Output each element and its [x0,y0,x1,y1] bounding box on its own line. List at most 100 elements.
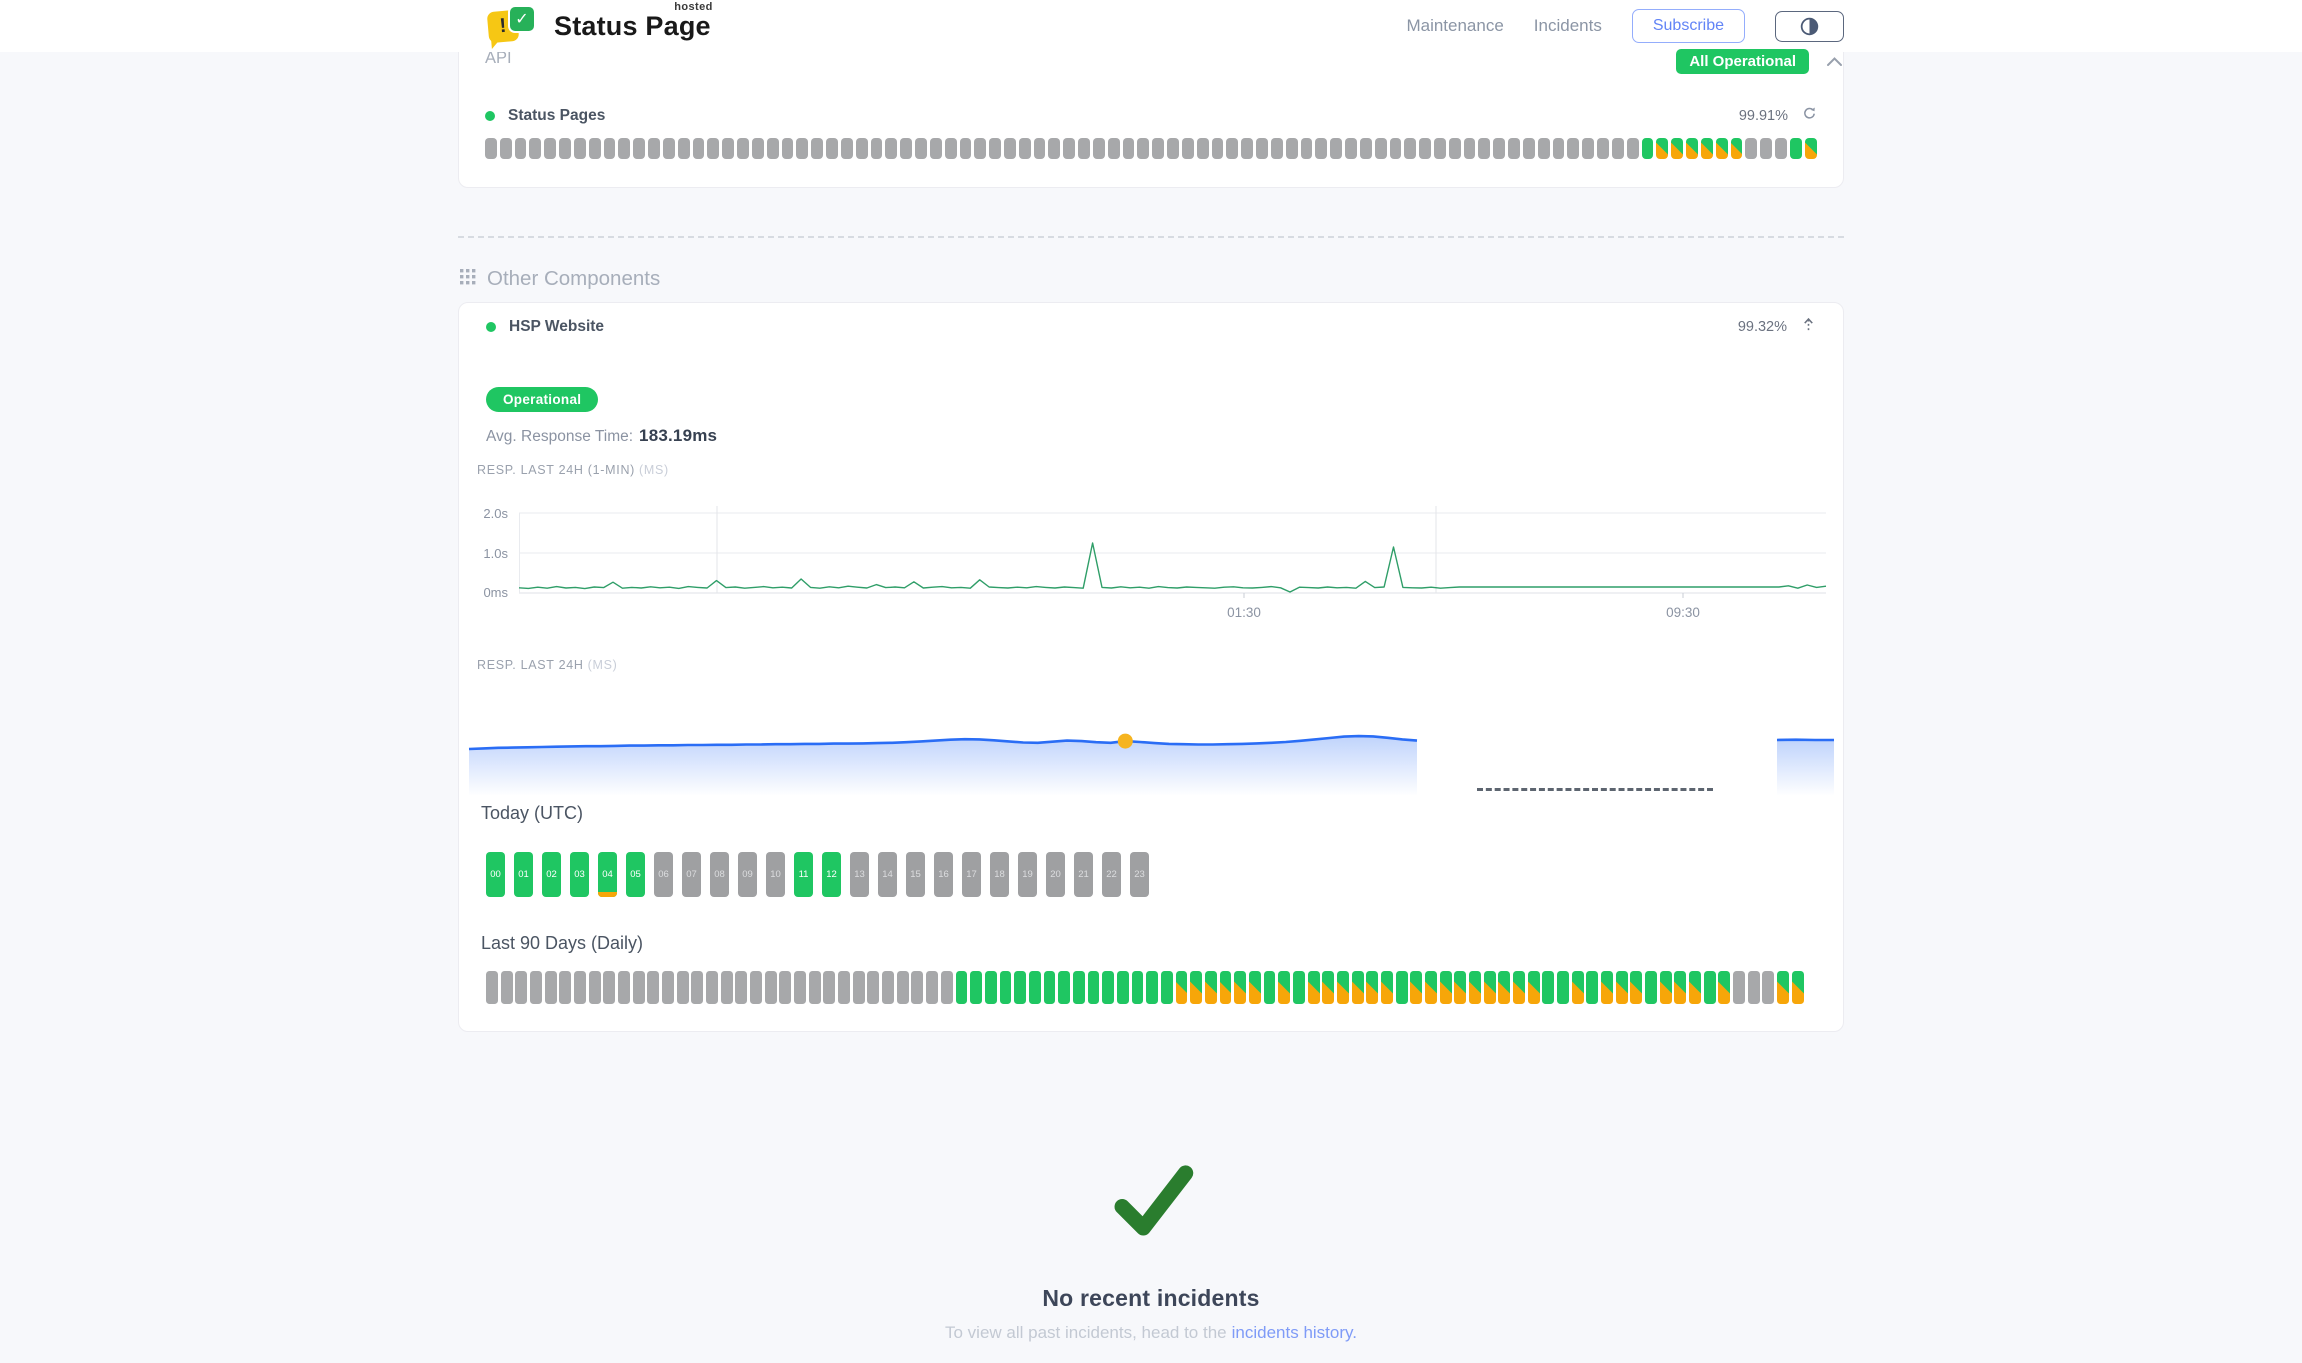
uptime-bar [796,138,809,159]
uptime-bar [1747,971,1760,1004]
uptime-bar [1760,138,1773,159]
content: API Status Pages 99.91% [458,0,1844,1363]
hour-cell: 13 [850,852,869,897]
uptime-bar [1630,971,1643,1004]
uptime-bar [1645,971,1657,1004]
response-time-chart-24h-1min: 2.0s 1.0s 0ms 01:30 09:30 [477,506,1827,636]
uptime-bar [1601,971,1613,1004]
uptime-bar [1454,971,1467,1004]
uptime-bar [1374,138,1387,159]
big-checkmark-icon [1103,1165,1199,1252]
other-components-title: Other Components [487,267,661,290]
uptime-bar [1777,971,1789,1004]
uptime-bar [676,971,689,1004]
uptime-bar [1395,971,1408,1004]
uptime-bar [1014,971,1027,1004]
avg-response-time: Avg. Response Time: 183.19ms [486,426,718,445]
hsp-website-row: HSP Website 99.32% [486,316,1816,338]
hour-cell: 09 [738,852,757,897]
uptime-bar [1659,971,1672,1004]
uptime-bar [867,971,880,1004]
uptime-bar [1102,971,1115,1004]
uptime-bar [633,138,646,159]
uptime-bar [1656,138,1669,159]
upload-arrow-icon[interactable] [1801,316,1816,338]
brand-logo-icon: ! ✓ [486,3,540,49]
uptime-bar [485,138,497,159]
today-hours-row: 00 01 02 03 04 05 06 07 08 09 10 11 12 13 14 15 16 17 18 19… [486,852,1149,897]
uptime-bar [1181,138,1194,159]
uptime-bar [779,971,792,1004]
uptime-bar [1689,971,1701,1004]
chart-y-axis: 2.0s 1.0s 0ms [483,506,508,600]
collapse-chevron-icon[interactable] [1825,55,1844,69]
theme-toggle-button[interactable] [1775,10,1844,42]
subscribe-button[interactable]: Subscribe [1631,9,1745,43]
uptime-bar [1434,138,1446,159]
uptime-bar [1263,971,1276,1004]
uptime-bar [794,971,806,1004]
uptime-bar [896,971,909,1004]
uptime-bar [588,138,601,159]
refresh-icon[interactable] [1802,106,1817,125]
uptime-bar [852,971,865,1004]
uptime-bar [1033,138,1046,159]
uptime-bar [1366,971,1379,1004]
uptime-bar [911,971,924,1004]
uptime-bar [1674,971,1687,1004]
chart-plot-area: 01:30 09:30 [518,506,1827,631]
overall-status-row: All Operational [458,49,1844,74]
uptime-bar [1611,138,1624,159]
brand-logo: ! ✓ hosted Status Page [486,0,713,49]
uptime-bar [766,138,779,159]
uptime-bar [974,138,987,159]
uptime-bar [722,138,735,159]
chart-x-tick-label: 01:30 [1227,605,1261,620]
nav-incidents[interactable]: Incidents [1533,16,1602,35]
no-incidents-heading: No recent incidents [1042,1285,1260,1311]
uptime-bar [514,138,527,159]
uptime-bar [1248,971,1261,1004]
uptime-bar [500,971,513,1004]
uptime-bar [1278,971,1291,1004]
uptime-bar [999,971,1012,1004]
check-bubble-icon: ✓ [508,5,536,33]
incidents-history-link[interactable]: incidents history. [1231,1323,1357,1342]
uptime-bar [1380,971,1393,1004]
uptime-bar [706,971,718,1004]
uptime-bar [1131,971,1144,1004]
hour-cell: 01 [514,852,533,897]
uptime-bar [574,971,586,1004]
hour-cell: 18 [990,852,1009,897]
uptime-bar [944,138,957,159]
uptime-bar [1359,138,1372,159]
uptime-percentage: 99.32% [1737,319,1787,335]
uptime-bar [1315,138,1328,159]
uptime-bar [588,971,601,1004]
uptime-bar [1241,138,1254,159]
uptime-bar [1307,971,1320,1004]
uptime-bar [1336,971,1349,1004]
nav-maintenance[interactable]: Maintenance [1406,16,1504,35]
hour-cell: 23 [1130,852,1149,897]
uptime-bar [499,138,512,159]
uptime-bar [1072,971,1085,1004]
uptime-bar [970,971,983,1004]
uptime-bar [618,138,631,159]
hour-cell: 05 [626,852,645,897]
uptime-bar [573,138,586,159]
response-time-chart-24h [468,701,1835,801]
uptime-bar [1508,138,1520,159]
uptime-bar [662,971,674,1004]
uptime-bar [486,971,498,1004]
uptime-bar [559,138,571,159]
uptime-bar [1063,138,1076,159]
uptime-bar [1003,138,1016,159]
uptime-bar [1204,971,1217,1004]
brand-name: hosted Status Page [554,0,713,41]
uptime-bar [885,138,898,159]
uptime-bar [691,971,704,1004]
uptime-bar [900,138,913,159]
uptime-bar [603,138,616,159]
uptime-bar [1791,971,1804,1004]
